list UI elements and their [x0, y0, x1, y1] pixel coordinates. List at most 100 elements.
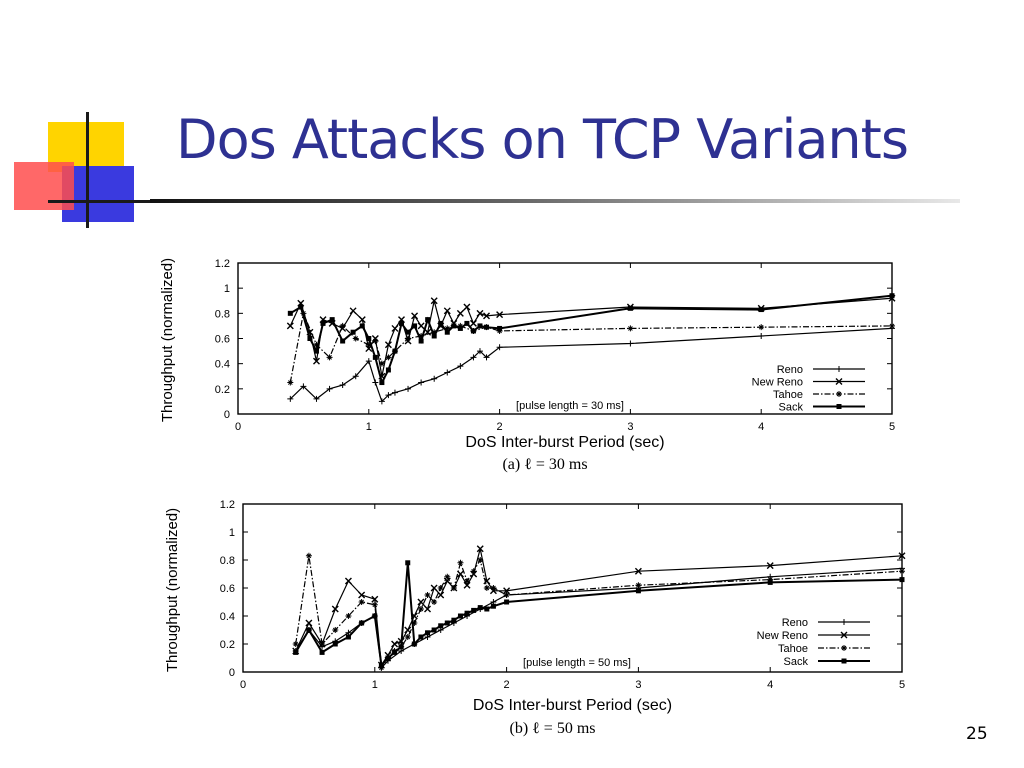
data-point [365, 358, 372, 365]
data-point [411, 620, 418, 626]
data-point [496, 311, 504, 319]
data-point [287, 310, 293, 316]
data-point [443, 307, 451, 315]
legend-marker [836, 404, 842, 409]
data-point [758, 307, 764, 313]
series-line [295, 555, 903, 670]
data-point [476, 309, 484, 317]
data-point [476, 545, 484, 553]
data-point [430, 297, 438, 305]
data-point [899, 568, 905, 575]
data-point [758, 324, 765, 331]
data-point [634, 567, 642, 575]
data-point [378, 360, 385, 367]
data-point [451, 617, 457, 623]
data-point [329, 317, 335, 323]
data-point [326, 354, 333, 361]
x-tick-label: 4 [758, 421, 764, 433]
x-axis-label: DoS Inter-burst Period (sec) [473, 697, 672, 714]
legend-label: Tahoe [773, 389, 803, 401]
data-point [293, 649, 299, 655]
data-point [307, 336, 313, 341]
data-point [305, 552, 312, 559]
y-tick-label: 0 [224, 409, 230, 421]
data-point [378, 664, 385, 671]
data-point [319, 641, 326, 647]
data-point [444, 329, 450, 335]
data-point [359, 620, 365, 626]
data-point [385, 392, 392, 399]
legend-label: New Reno [752, 377, 803, 389]
data-point [359, 323, 365, 329]
data-point [417, 598, 425, 606]
data-point [398, 644, 404, 650]
series-line [294, 562, 903, 668]
data-point [326, 385, 333, 392]
data-point [313, 348, 319, 354]
data-point [490, 585, 497, 591]
data-point [477, 605, 483, 611]
data-point [450, 585, 457, 591]
data-point [463, 581, 471, 589]
data-point [349, 307, 357, 315]
y-tick-label: 0.6 [215, 334, 230, 346]
data-point [497, 325, 503, 331]
y-tick-label: 0.4 [215, 359, 230, 371]
data-point [424, 592, 431, 598]
data-point [899, 577, 905, 583]
data-point [418, 332, 425, 339]
data-point [352, 335, 359, 342]
data-point [286, 322, 294, 330]
data-point [345, 634, 351, 640]
data-point [405, 385, 412, 392]
y-axis-label: Throughput (normalized) [164, 508, 181, 672]
data-point [331, 605, 339, 613]
data-point [366, 336, 372, 341]
x-tick-label: 4 [767, 679, 773, 691]
data-point [306, 627, 312, 633]
data-point [469, 319, 477, 327]
data-point [313, 395, 320, 402]
legend-label: Reno [777, 364, 803, 376]
data-point [391, 389, 398, 396]
slide-number: 25 [966, 724, 988, 744]
data-point [339, 382, 346, 389]
data-point [372, 338, 379, 345]
legend-label: Reno [782, 617, 808, 629]
deco-horizontal-line [48, 200, 158, 203]
y-tick-label: 1 [224, 283, 230, 295]
data-point [385, 655, 391, 661]
data-point [464, 578, 471, 584]
data-point [483, 312, 491, 320]
legend-marker [840, 631, 848, 639]
x-tick-label: 2 [504, 679, 510, 691]
data-point [483, 354, 490, 361]
data-point [411, 641, 417, 647]
data-point [392, 348, 398, 354]
y-tick-label: 0.8 [215, 308, 230, 320]
data-point [444, 620, 450, 626]
data-point [404, 634, 411, 640]
series-new-reno [292, 545, 906, 669]
data-point [425, 630, 431, 636]
data-point [320, 320, 326, 326]
data-point [372, 613, 378, 619]
data-point [476, 348, 483, 355]
data-point [405, 329, 411, 335]
data-point [418, 379, 425, 386]
data-point [627, 325, 634, 332]
data-point [358, 599, 365, 605]
pulse-length-annotation: [pulse length = 30 ms] [516, 400, 624, 412]
data-point [464, 610, 470, 616]
data-point [292, 641, 299, 647]
x-tick-label: 2 [497, 421, 503, 433]
x-tick-label: 0 [235, 421, 241, 433]
data-point [424, 605, 432, 613]
series-tahoe [292, 552, 905, 671]
x-tick-label: 0 [240, 679, 246, 691]
data-point [350, 329, 356, 335]
data-point [378, 398, 385, 405]
data-point [758, 332, 765, 339]
data-point [418, 338, 424, 344]
data-point [391, 324, 399, 332]
